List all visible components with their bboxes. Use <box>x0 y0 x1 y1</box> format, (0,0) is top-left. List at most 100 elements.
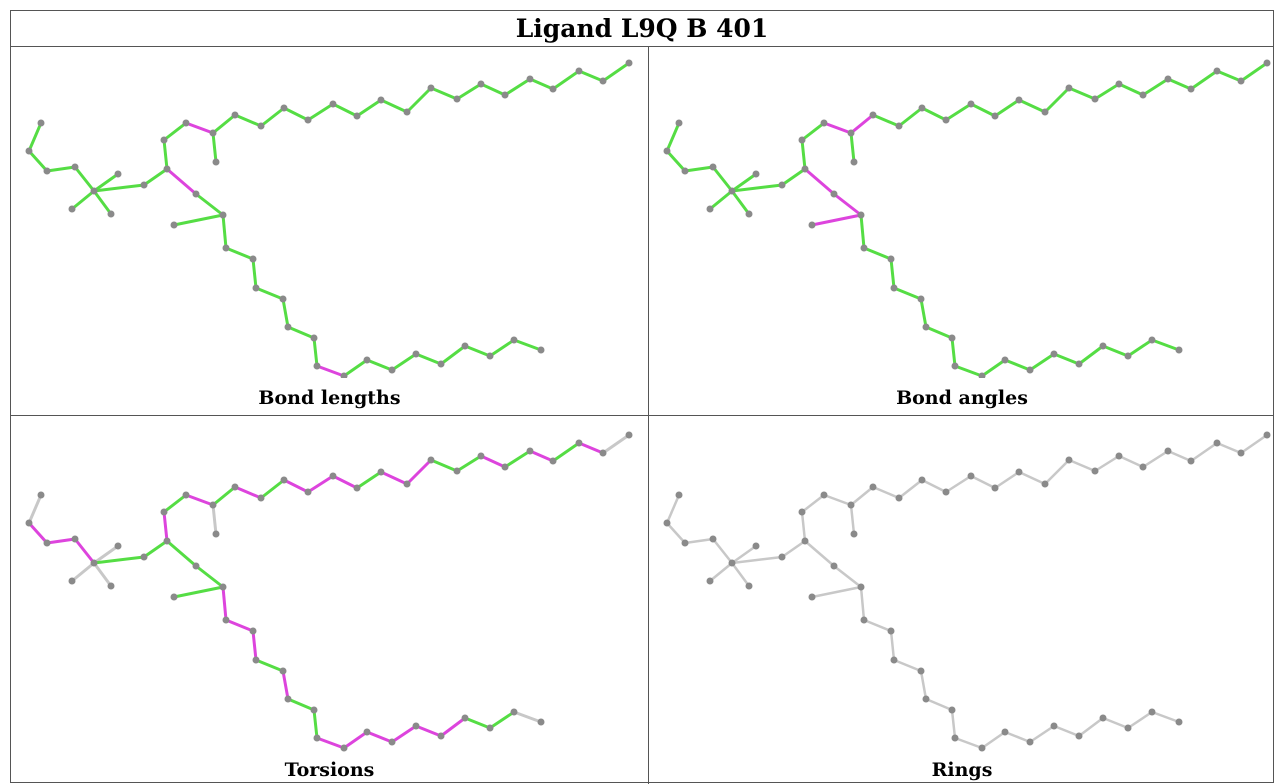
atom <box>918 476 926 484</box>
bond <box>281 297 290 329</box>
bond <box>92 544 120 565</box>
bond <box>162 138 169 171</box>
bond <box>953 364 984 378</box>
atom <box>850 530 858 538</box>
bond <box>221 585 228 622</box>
atom <box>160 508 168 516</box>
bond <box>365 730 394 744</box>
bond <box>512 338 543 352</box>
bond <box>221 213 228 250</box>
atom <box>798 136 806 144</box>
atom <box>808 593 816 601</box>
atom <box>310 334 318 342</box>
atom <box>526 447 534 455</box>
atom <box>71 535 79 543</box>
atom <box>37 491 45 499</box>
bond <box>92 555 146 565</box>
atom <box>192 562 200 570</box>
bond <box>810 213 863 227</box>
bond <box>871 113 901 128</box>
atom <box>252 284 260 292</box>
bond <box>365 358 394 372</box>
atom <box>501 91 509 99</box>
bond <box>577 69 605 83</box>
atom <box>1187 457 1195 465</box>
atom <box>140 181 148 189</box>
atom <box>1026 366 1034 374</box>
atom <box>477 452 485 460</box>
bond <box>503 77 532 97</box>
row-divider <box>11 415 1273 416</box>
atom <box>599 77 607 85</box>
bond <box>45 165 77 173</box>
bond <box>730 189 751 216</box>
bond <box>897 478 924 500</box>
atom <box>1099 714 1107 722</box>
atom <box>1139 463 1147 471</box>
bond <box>528 449 555 463</box>
atom <box>68 577 76 585</box>
atom <box>461 714 469 722</box>
bond <box>803 167 836 196</box>
atom <box>284 695 292 703</box>
rings-panel: Rings <box>649 416 1275 784</box>
bond <box>919 669 928 701</box>
bond <box>859 585 866 622</box>
atom <box>388 366 396 374</box>
atom <box>461 342 469 350</box>
atom <box>942 488 950 496</box>
atom <box>279 295 287 303</box>
atom <box>820 119 828 127</box>
bond <box>1189 69 1219 91</box>
atom <box>948 706 956 714</box>
atom <box>681 539 689 547</box>
atom <box>1115 452 1123 460</box>
bond <box>165 167 198 196</box>
atom <box>887 627 895 635</box>
bond-lengths-panel: Bond lengths <box>11 48 648 415</box>
atom <box>212 530 220 538</box>
bond <box>463 344 492 358</box>
atom <box>1263 431 1271 439</box>
atom <box>599 449 607 457</box>
atom <box>1187 85 1195 93</box>
atom <box>377 468 385 476</box>
atom <box>353 112 361 120</box>
bond <box>27 521 49 545</box>
bond <box>142 539 169 559</box>
atom <box>991 112 999 120</box>
atom <box>363 356 371 364</box>
atom <box>231 483 239 491</box>
atom <box>869 483 877 491</box>
atom <box>501 463 509 471</box>
atom <box>745 582 753 590</box>
bond <box>993 470 1021 490</box>
bond <box>331 102 359 118</box>
atom <box>304 116 312 124</box>
bond <box>312 336 319 368</box>
atom <box>437 360 445 368</box>
atom <box>917 295 925 303</box>
atom <box>212 158 220 166</box>
atom <box>1213 439 1221 447</box>
bond <box>165 539 198 568</box>
atom <box>209 129 217 137</box>
atom <box>43 167 51 175</box>
bond <box>405 458 433 486</box>
bond <box>708 189 734 211</box>
atom <box>284 323 292 331</box>
atom <box>728 559 736 567</box>
atom <box>978 372 986 378</box>
bond-angles-panel: Bond angles <box>649 48 1275 415</box>
bond <box>233 485 263 500</box>
bond <box>1017 98 1047 114</box>
atom <box>575 67 583 75</box>
title-row: Ligand L9Q B 401 <box>11 11 1273 47</box>
bond <box>601 433 631 455</box>
bond <box>849 485 875 507</box>
bond <box>1067 86 1097 101</box>
bond <box>27 121 43 153</box>
atom <box>830 190 838 198</box>
atom <box>1139 91 1147 99</box>
bond <box>859 213 866 250</box>
